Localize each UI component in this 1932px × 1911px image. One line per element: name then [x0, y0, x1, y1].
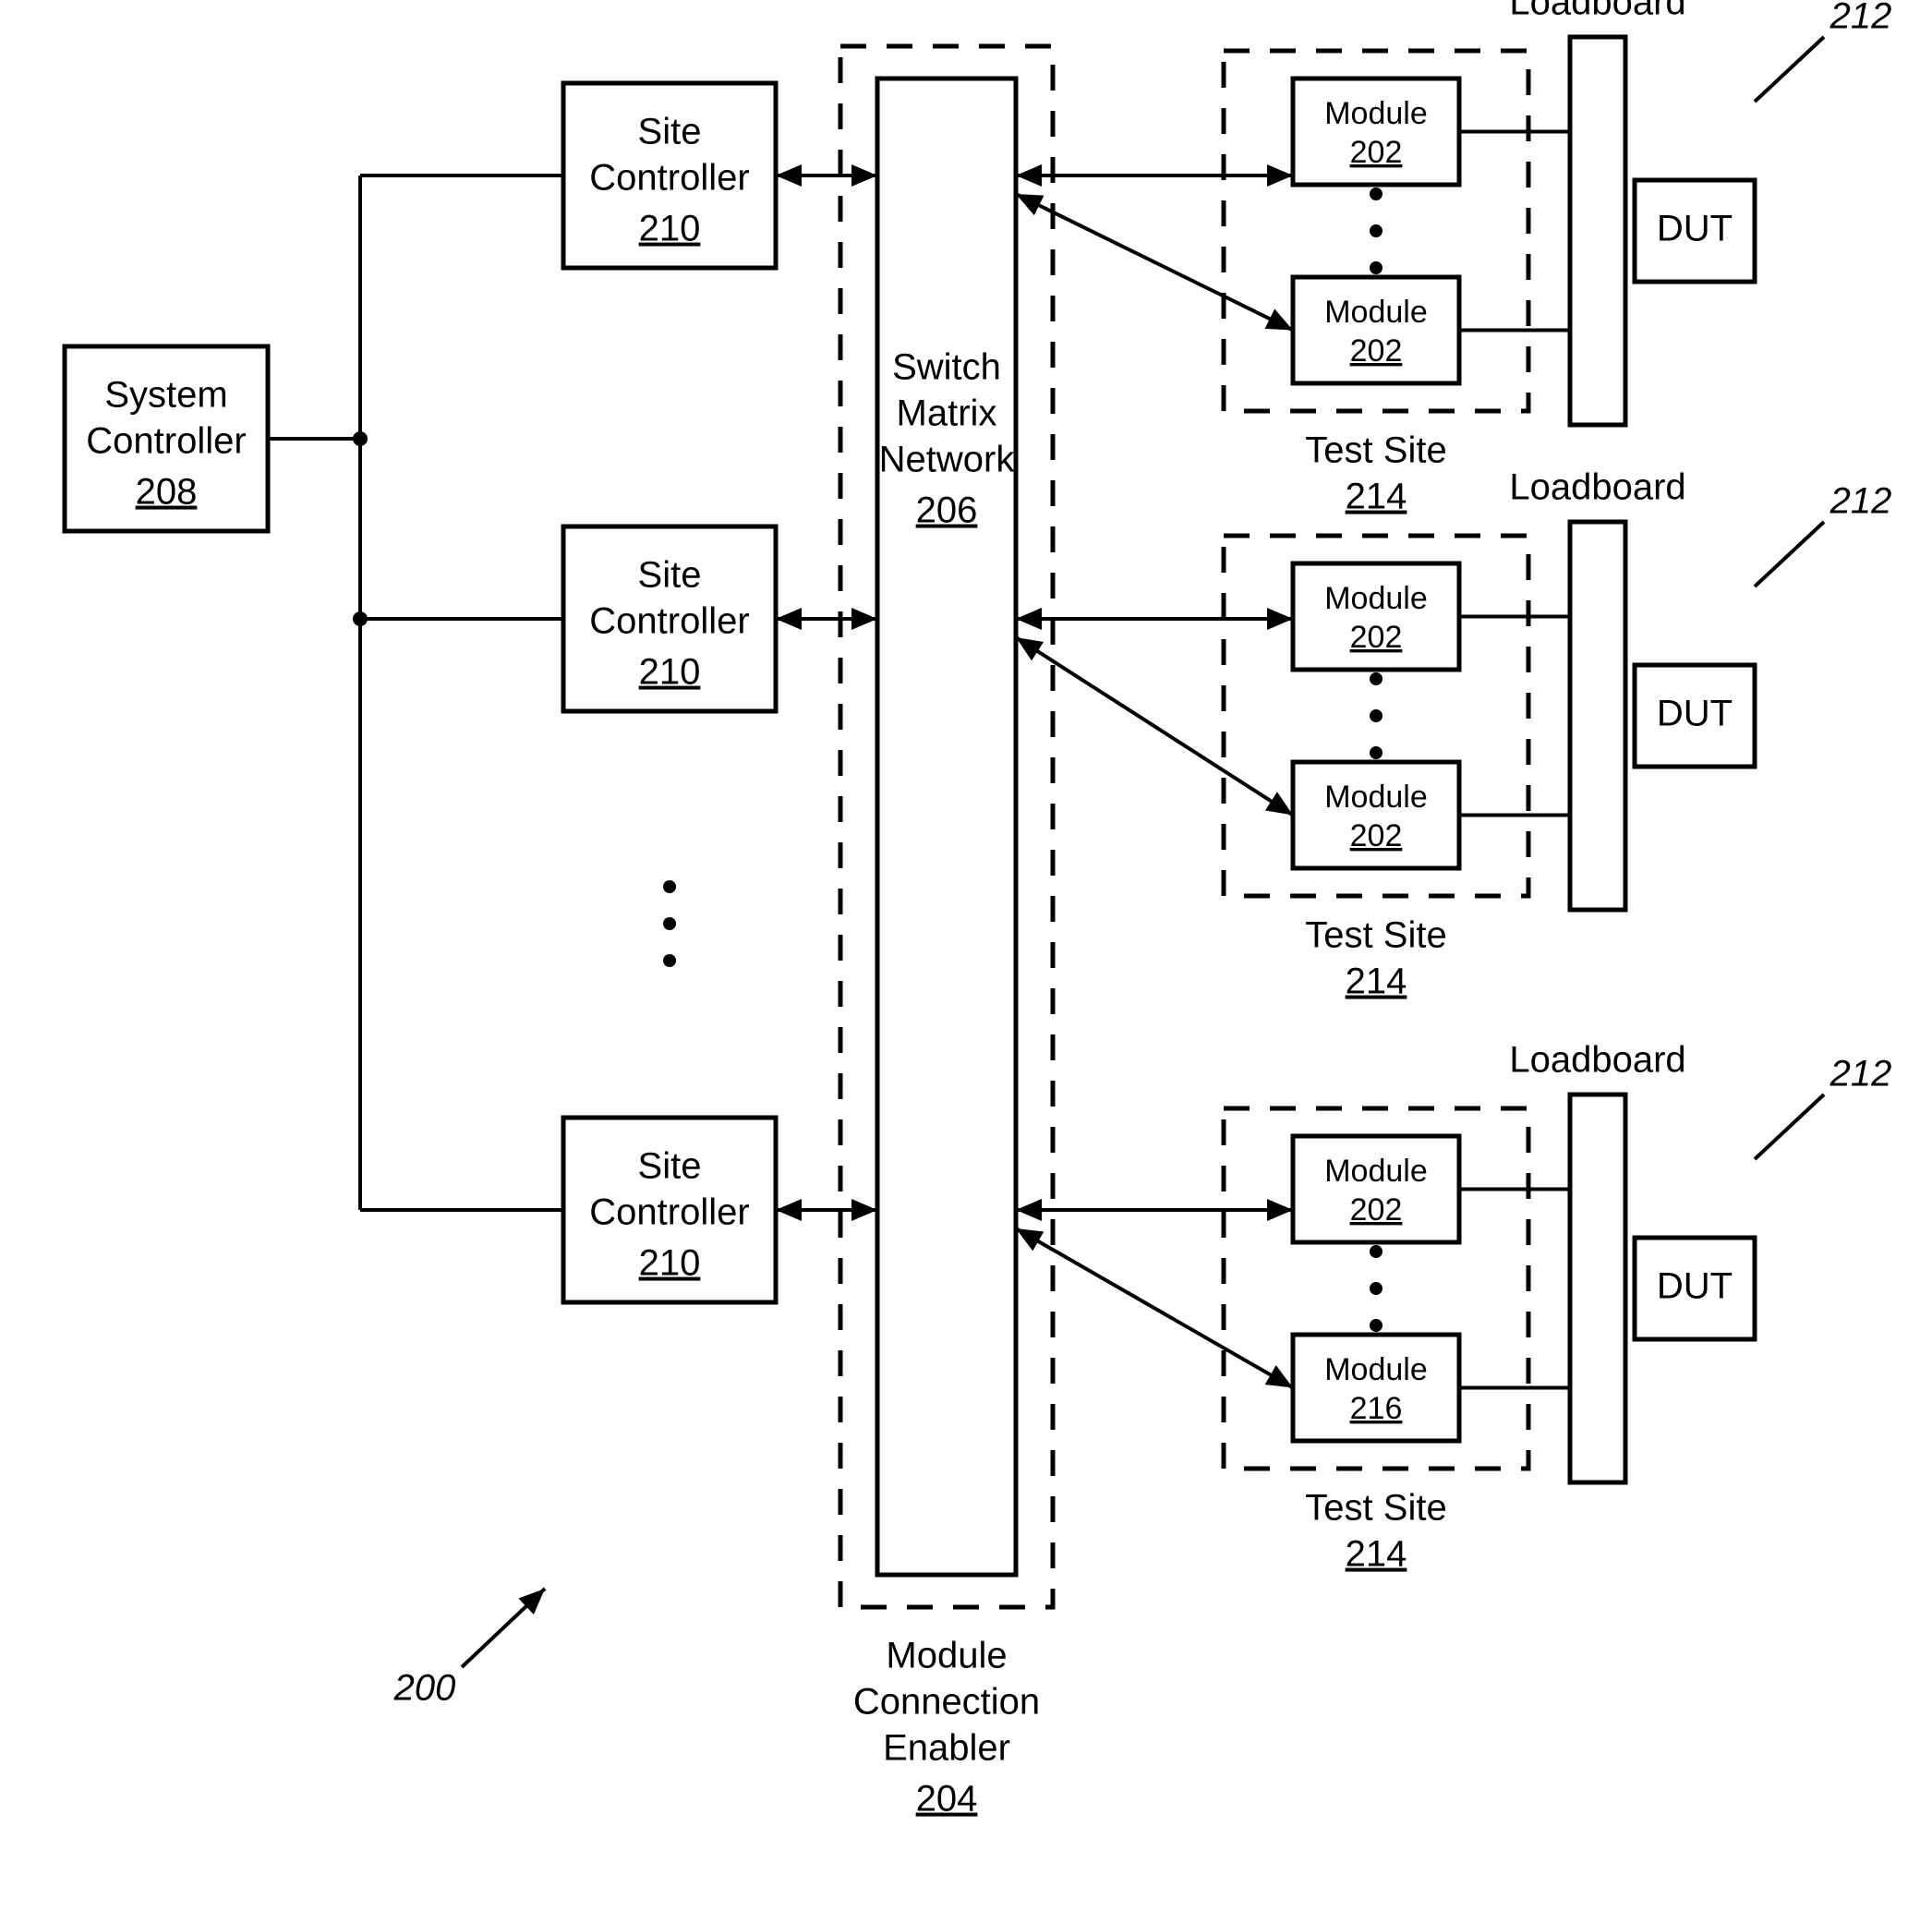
svg-text:Enabler: Enabler [883, 1728, 1010, 1769]
dut-leader-ref: 212 [1829, 1054, 1892, 1095]
loadboard-label: Loadboard [1509, 0, 1685, 23]
module-label: Module [1324, 780, 1428, 815]
dut-label: DUT [1657, 694, 1733, 734]
test-site-ref: 214 [1346, 477, 1407, 517]
module-label: Module [1324, 1154, 1428, 1189]
test-site-ref: 214 [1346, 962, 1407, 1002]
module-ref: 202 [1350, 135, 1403, 170]
dut-leader-ref: 212 [1829, 481, 1892, 522]
switch-matrix-label: Switch [892, 347, 1001, 388]
module-ref: 216 [1350, 1391, 1403, 1426]
loadboard-label: Loadboard [1509, 467, 1685, 508]
module-label: Module [1324, 295, 1428, 330]
site-controller-ref: 210 [639, 1243, 701, 1284]
site-controller-label: Site [638, 555, 702, 596]
mce-ref: 204 [916, 1779, 978, 1820]
system-controller-ref: 208 [136, 472, 198, 513]
dut-leader-ref: 212 [1829, 0, 1892, 37]
test-site-label: Test Site [1305, 430, 1446, 471]
module-label: Module [1324, 1352, 1428, 1387]
mce-label: Module [886, 1636, 1007, 1676]
dut-label: DUT [1657, 209, 1733, 249]
module-ref: 202 [1350, 620, 1403, 655]
module-ref: 202 [1350, 818, 1403, 853]
site-controller-label: Site [638, 112, 702, 152]
dut-label: DUT [1657, 1266, 1733, 1307]
site-controller-ref: 210 [639, 652, 701, 693]
module-ref: 202 [1350, 333, 1403, 369]
svg-text:Network: Network [879, 440, 1016, 480]
switch-matrix-ref: 206 [916, 490, 978, 531]
test-site-ref: 214 [1346, 1534, 1407, 1575]
module-ref: 202 [1350, 1192, 1403, 1228]
svg-text:Connection: Connection [853, 1682, 1040, 1723]
svg-text:Controller: Controller [589, 158, 749, 199]
site-controller-ref: 210 [639, 209, 701, 249]
site-controller-label: Site [638, 1146, 702, 1187]
loadboard-label: Loadboard [1509, 1040, 1685, 1081]
svg-text:Controller: Controller [86, 421, 246, 462]
test-site-label: Test Site [1305, 915, 1446, 956]
svg-text:Matrix: Matrix [897, 393, 997, 434]
svg-text:Controller: Controller [589, 1192, 749, 1233]
module-label: Module [1324, 96, 1428, 131]
figure-ref: 200 [393, 1668, 456, 1709]
svg-text:Controller: Controller [589, 601, 749, 642]
module-label: Module [1324, 581, 1428, 616]
test-site-label: Test Site [1305, 1488, 1446, 1529]
system-controller-label: System [104, 375, 227, 416]
